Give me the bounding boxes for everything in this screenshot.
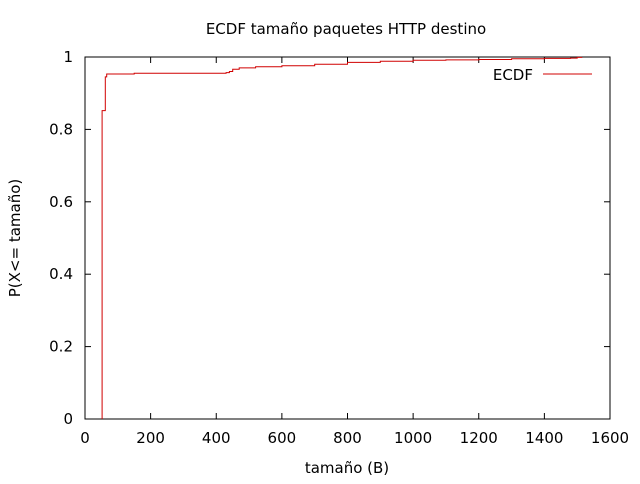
x-axis-title: tamaño (B) xyxy=(305,459,389,477)
x-tick-label: 0 xyxy=(80,429,90,447)
x-axis-ticks: 0 200 400 600 800 1000 1200 1400 1600 xyxy=(80,57,629,447)
x-tick-label: 200 xyxy=(136,429,165,447)
y-tick-label: 0.6 xyxy=(49,193,73,211)
x-tick-label: 1400 xyxy=(525,429,563,447)
x-tick-label: 1000 xyxy=(394,429,432,447)
legend: ECDF xyxy=(493,66,592,84)
legend-label-ecdf: ECDF xyxy=(493,66,533,84)
ecdf-series-line xyxy=(101,56,583,419)
x-tick-label: 400 xyxy=(202,429,231,447)
chart-title: ECDF tamaño paquetes HTTP destino xyxy=(206,20,486,38)
x-tick-label: 800 xyxy=(333,429,362,447)
y-tick-label: 0.2 xyxy=(49,338,73,356)
y-tick-label: 0 xyxy=(63,410,73,428)
y-axis-title: P(X<= tamaño) xyxy=(6,179,24,298)
y-tick-label: 1 xyxy=(63,48,73,66)
plot-frame xyxy=(84,56,611,420)
x-tick-label: 1600 xyxy=(591,429,629,447)
y-axis-ticks: 0 0.2 0.4 0.6 0.8 1 xyxy=(49,48,610,428)
x-tick-label: 1200 xyxy=(460,429,498,447)
y-tick-label: 0.4 xyxy=(49,265,73,283)
x-tick-label: 600 xyxy=(268,429,297,447)
y-tick-label: 0.8 xyxy=(49,120,73,138)
